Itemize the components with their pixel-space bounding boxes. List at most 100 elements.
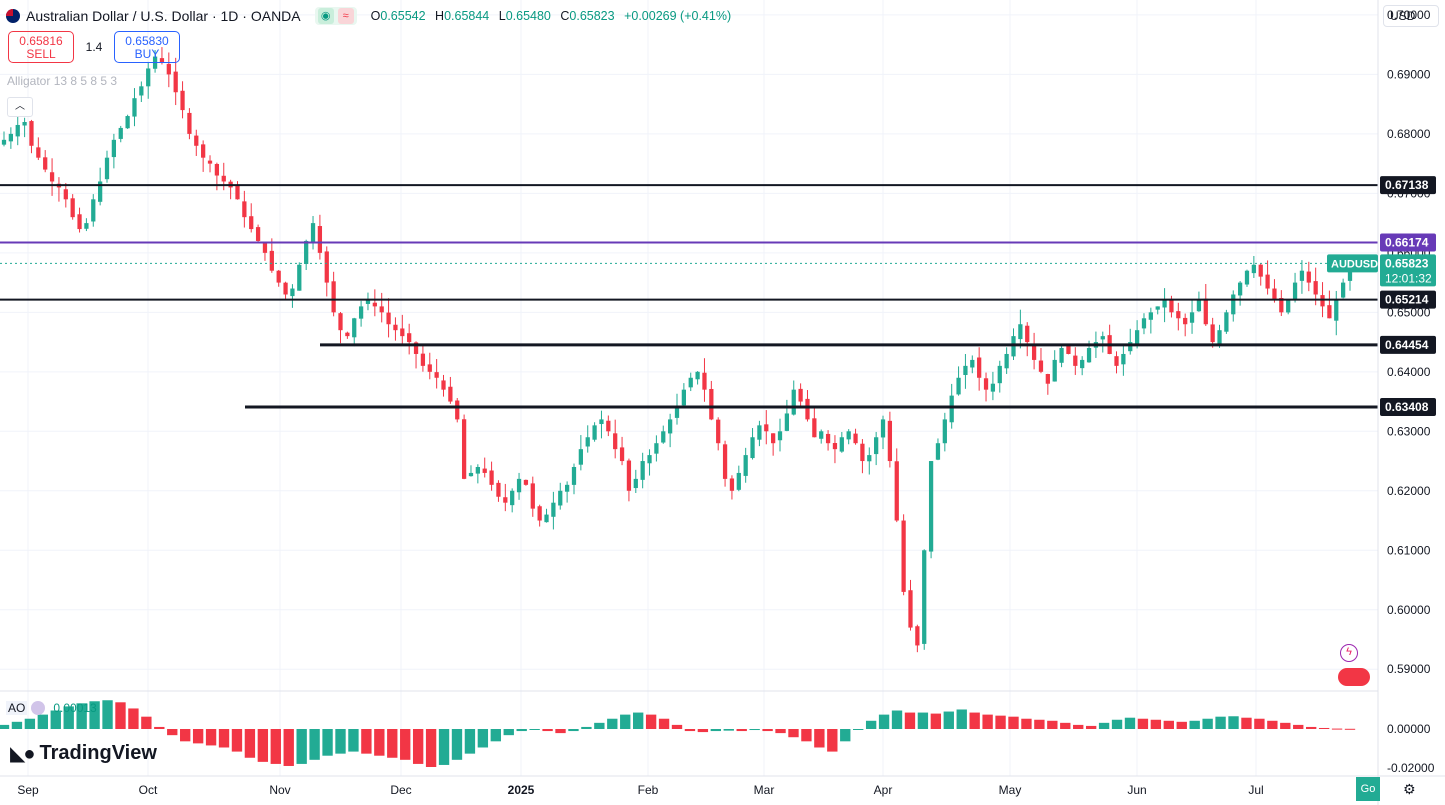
time-axis[interactable]: SepOctNovDec2025FebMarAprMayJunJulWe	[17, 783, 1382, 797]
candle-body	[104, 157, 110, 180]
currency-selector[interactable]: USD	[1383, 5, 1439, 27]
candle-body	[1, 139, 7, 145]
price-tick-label: 0.65000	[1387, 305, 1431, 319]
candle-body	[1279, 298, 1284, 313]
candle-body	[1231, 294, 1236, 315]
ao-bar	[102, 700, 113, 729]
ao-bar	[283, 729, 294, 766]
horizontal-levels[interactable]	[0, 184, 1378, 409]
candle-body	[118, 127, 123, 139]
ao-bar	[1202, 718, 1213, 729]
buy-button[interactable]: 0.65830 BUY	[114, 31, 180, 63]
candle-body	[77, 214, 82, 230]
candle-body	[365, 300, 371, 304]
eye-icon[interactable]: ◉	[317, 8, 334, 24]
candle-body	[324, 251, 329, 283]
candle-body	[1306, 271, 1311, 283]
candle-body	[619, 447, 625, 462]
candle-body	[1066, 345, 1071, 354]
candle-body	[441, 380, 446, 390]
candle-body	[139, 86, 144, 96]
ao-bar	[141, 716, 152, 729]
candle-body	[1148, 312, 1153, 320]
ao-bar	[438, 729, 450, 765]
time-tick-label: Nov	[269, 783, 290, 797]
candle-body	[1196, 300, 1202, 312]
time-tick-label: May	[999, 783, 1022, 797]
candle-body	[990, 383, 996, 392]
level-label-bg	[1380, 290, 1436, 309]
tradingview-logo[interactable]: ◣● TradingView	[10, 741, 157, 766]
go-to-date-button[interactable]: Go	[1356, 777, 1380, 801]
axis-settings-icon[interactable]: ⚙	[1403, 781, 1416, 797]
horizontal-grid	[0, 14, 1378, 670]
candle-body	[242, 201, 247, 218]
candle-body	[379, 306, 384, 313]
candle-body	[757, 425, 762, 440]
candle-body	[235, 185, 240, 200]
candle-body	[15, 124, 20, 137]
candle-body	[661, 431, 666, 443]
ohlc-low-label: L	[498, 9, 506, 23]
ao-bar	[1241, 717, 1252, 729]
level-label-bg	[1380, 176, 1436, 195]
candle-body	[825, 433, 831, 444]
candle-body	[420, 353, 426, 366]
candle-body	[510, 490, 515, 506]
ao-bar	[697, 729, 709, 733]
wave-icon[interactable]: ≈	[337, 8, 354, 24]
trade-panel: 0.65816 SELL 1.4 0.65830 BUY	[8, 31, 180, 63]
candle-body	[1320, 295, 1325, 307]
candle-body	[98, 181, 103, 202]
candle-body	[654, 443, 659, 454]
sell-button[interactable]: 0.65816 SELL	[8, 31, 74, 63]
ao-bar	[296, 729, 307, 764]
candle-body	[503, 497, 508, 503]
ao-legend[interactable]: AO 0.00013	[6, 701, 97, 715]
alligator-indicator-label[interactable]: Alligator 13 8 5 8 5 3	[7, 74, 118, 88]
candle-body	[1341, 282, 1346, 298]
candle-body	[977, 357, 982, 378]
level-label: 0.63408	[1385, 400, 1429, 414]
candle-body	[736, 472, 741, 490]
ao-bar	[607, 718, 618, 729]
candle-body	[523, 479, 529, 485]
us-flag-event-icon[interactable]	[1338, 668, 1370, 686]
candle-body	[386, 312, 391, 325]
ao-bar	[775, 729, 786, 734]
event-flash-icon[interactable]: ϟ	[1340, 644, 1358, 662]
candle-body	[1169, 298, 1174, 313]
candle-body	[777, 431, 783, 441]
candle-body	[393, 324, 398, 331]
sell-label: SELL	[26, 47, 56, 61]
time-tick-label: Mar	[754, 783, 775, 797]
price-tick-label: 0.62000	[1387, 484, 1431, 498]
candle-body	[283, 282, 288, 295]
ao-bar	[542, 729, 553, 732]
candle-body	[544, 514, 549, 523]
candle-body	[750, 437, 755, 459]
symbol-title[interactable]: Australian Dollar / U.S. Dollar · 1D · O…	[26, 8, 301, 24]
ao-bar	[244, 729, 256, 758]
candle-body	[276, 270, 281, 283]
ao-bar	[270, 729, 281, 764]
collapse-indicators-button[interactable]: ︿	[7, 97, 33, 117]
visibility-toggles: ◉ ≈	[314, 7, 357, 25]
candle-body	[173, 71, 178, 93]
candle-body	[887, 420, 893, 462]
candle-body	[455, 400, 460, 420]
indicator-settings-icon[interactable]	[31, 701, 46, 715]
candle-body	[880, 419, 886, 438]
ao-histogram	[0, 700, 1356, 767]
candle-body	[8, 133, 13, 142]
candle-body	[633, 478, 638, 489]
ao-bar	[904, 712, 916, 729]
ao-bar	[1293, 724, 1304, 729]
candle-body	[935, 443, 941, 460]
candle-body	[928, 461, 934, 552]
candle-body	[901, 520, 906, 592]
candle-body	[592, 425, 597, 440]
ao-bar	[801, 729, 812, 742]
candle-body	[688, 377, 693, 388]
